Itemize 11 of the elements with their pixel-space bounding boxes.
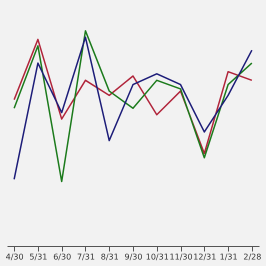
x-tick-label: 9/30 xyxy=(124,252,142,262)
x-tick-label: 6/30 xyxy=(53,252,72,262)
x-tick-label: 4/30 xyxy=(6,252,24,262)
x-tick-label: 11/30 xyxy=(170,252,193,262)
x-tick-label: 1/31 xyxy=(220,252,238,262)
x-tick-label: 5/31 xyxy=(29,252,48,262)
x-tick-label: 2/28 xyxy=(243,252,262,262)
x-tick-label: 8/31 xyxy=(100,252,119,262)
x-tick-label: 12/31 xyxy=(193,252,216,262)
x-tick-label: 7/31 xyxy=(76,252,95,262)
x-tick-label: 10/31 xyxy=(146,252,169,262)
